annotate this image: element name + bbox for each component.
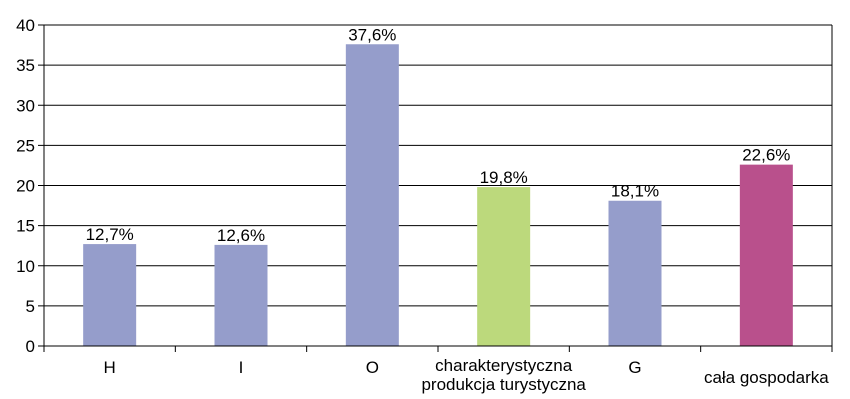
bar xyxy=(477,187,531,346)
bar xyxy=(214,244,268,346)
x-category-label: I xyxy=(239,358,244,377)
data-label: 19,8% xyxy=(480,168,528,187)
data-label: 18,1% xyxy=(611,182,659,201)
x-category-label: H xyxy=(104,358,116,377)
y-tick-label: 25 xyxy=(16,136,35,155)
x-category-label: charakterystyczna xyxy=(435,356,573,375)
bar xyxy=(345,44,399,346)
data-label: 12,7% xyxy=(86,225,134,244)
data-label: 12,6% xyxy=(217,226,265,245)
y-axis: 0 5 10 15 20 25 30 35 40 xyxy=(16,16,45,356)
y-tick-label: 0 xyxy=(26,337,35,356)
y-tick-label: 5 xyxy=(26,297,35,316)
y-tick-label: 20 xyxy=(16,177,35,196)
data-label: 37,6% xyxy=(348,25,396,44)
x-category-label: O xyxy=(366,358,379,377)
y-tick-label: 40 xyxy=(16,16,35,35)
bar xyxy=(83,244,137,346)
y-tick-label: 15 xyxy=(16,217,35,236)
y-tick-label: 30 xyxy=(16,96,35,115)
x-category-label: cała gospodarka xyxy=(704,368,829,387)
bar xyxy=(608,200,662,346)
y-tick-label: 10 xyxy=(16,257,35,276)
data-labels: 12,7% 12,6% 37,6% 19,8% 18,1% 22,6% xyxy=(86,25,791,245)
gridlines xyxy=(44,24,833,346)
x-category-label: G xyxy=(628,358,641,377)
bars xyxy=(83,44,793,346)
y-tick-label: 35 xyxy=(16,56,35,75)
data-label: 22,6% xyxy=(742,146,790,165)
bar xyxy=(739,164,793,346)
x-category-label: produkcja turystyczna xyxy=(421,375,586,394)
